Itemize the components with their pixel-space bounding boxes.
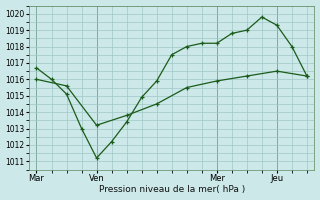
X-axis label: Pression niveau de la mer( hPa ): Pression niveau de la mer( hPa ) [99, 185, 245, 194]
